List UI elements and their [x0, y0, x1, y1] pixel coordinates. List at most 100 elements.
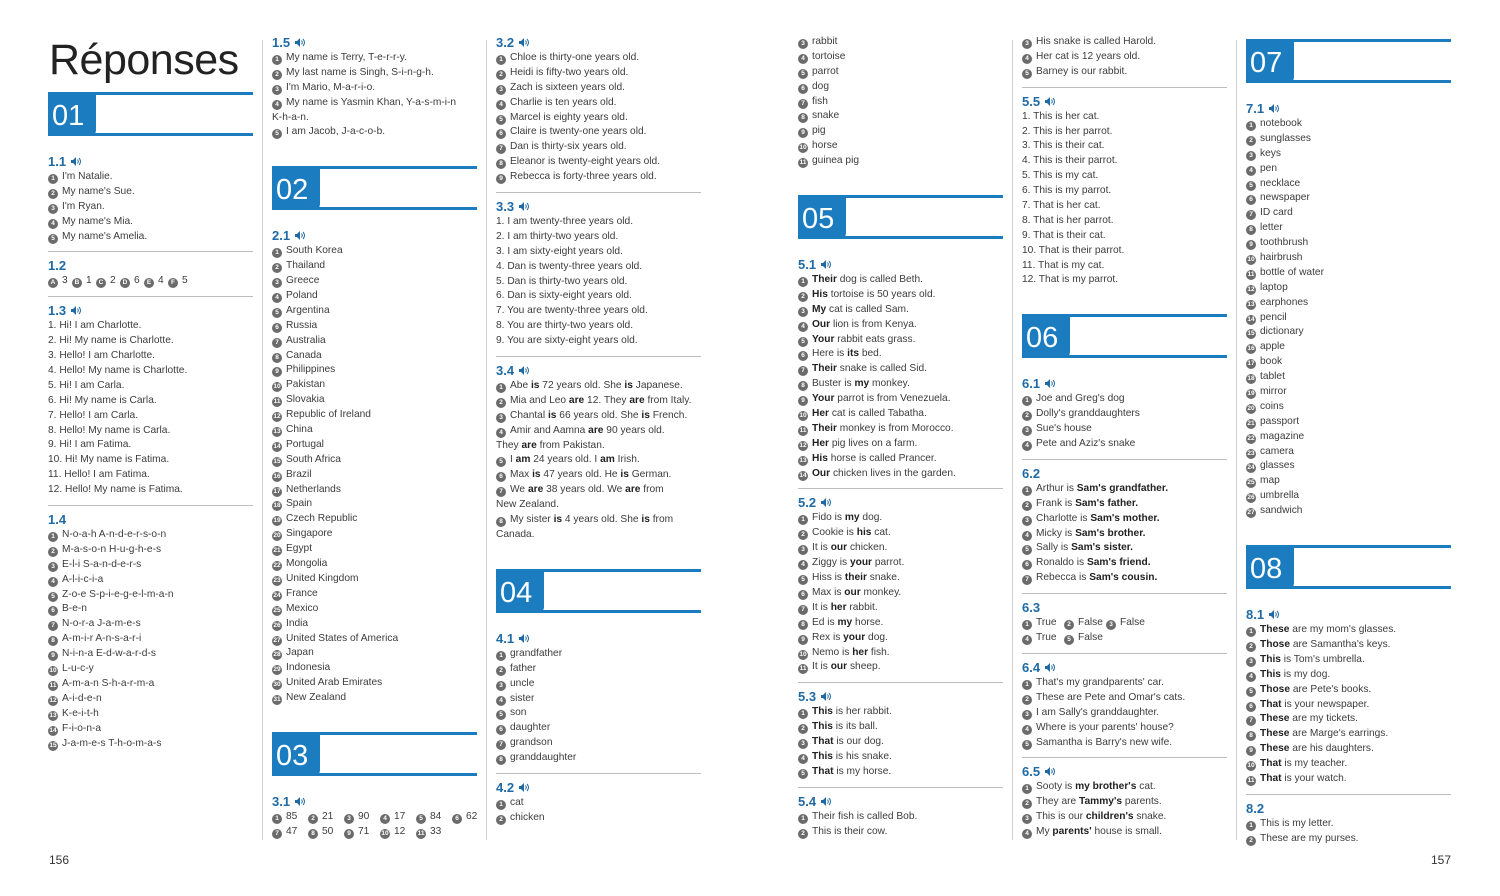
answer-highlight: Our [812, 318, 831, 330]
answer-line: 8 Canada [272, 349, 477, 364]
section-divider [1022, 757, 1227, 759]
section-divider [1022, 593, 1227, 595]
audio-speaker-icon[interactable] [1269, 104, 1280, 113]
answer-text: Frank is [1036, 497, 1076, 509]
number-bullet-icon: 5 [1246, 686, 1256, 697]
answer-text: This is my letter. [1260, 817, 1334, 829]
answer-text: 4. Dan is twenty-three years old. [496, 260, 643, 272]
audio-speaker-icon[interactable] [295, 796, 306, 806]
answer-text: 3. I am sixty-eight years old. [496, 245, 623, 257]
audio-speaker-icon[interactable] [821, 498, 832, 508]
answer-line: 10. Hi! My name is Fatima. [48, 453, 253, 468]
answer-highlight: is [641, 409, 650, 421]
audio-speaker-icon[interactable] [519, 366, 530, 376]
chapter-number: 01 [48, 92, 96, 136]
number-bullet-icon: 10 [798, 411, 808, 422]
answer-line: 1 South Korea [272, 244, 477, 259]
answer-line: 10 hairbrush [1246, 251, 1451, 266]
number-bullet-icon: 10 [48, 666, 58, 677]
number-bullet-icon: 27 [1246, 508, 1256, 519]
section-divider [48, 296, 253, 298]
answer-text: India [286, 617, 309, 629]
audio-speaker-icon[interactable] [295, 38, 306, 47]
answer-highlight: Their [812, 363, 837, 375]
section-divider [496, 192, 701, 194]
audio-speaker-icon[interactable] [519, 38, 530, 47]
answer-text: Her cat is 12 years old. [1036, 50, 1141, 62]
answer-line: 11 bottle of water [1246, 266, 1451, 281]
answer-line: 1 grandfather [496, 647, 701, 662]
number-bullet-icon: 25 [1246, 478, 1256, 489]
audio-speaker-icon[interactable] [1045, 379, 1056, 389]
number-bullet-icon: 1 [272, 248, 282, 259]
number-bullet-icon: 3 [272, 278, 282, 289]
section-number: 4.2 [496, 779, 515, 795]
answer-line: 8 Buster is my monkey. [798, 377, 1003, 392]
answer-cell: 10 12 [380, 825, 416, 840]
number-bullet-icon: 2 [272, 69, 282, 80]
answer-text: horse [812, 140, 838, 152]
answer-section: 6.4 1 That's my grandparents' car. 2 These a… [1022, 660, 1227, 750]
section-heading: 1.1 [48, 154, 253, 170]
number-bullet-icon: 2 [496, 665, 506, 676]
number-bullet-icon: 7 [1246, 210, 1256, 221]
column-divider [1236, 40, 1237, 840]
number-bullet-icon: 24 [272, 590, 282, 601]
answer-line: 3. This is their cat. [1022, 139, 1227, 154]
audio-speaker-icon[interactable] [821, 260, 832, 270]
audio-speaker-icon[interactable] [71, 157, 82, 166]
number-bullet-icon: 18 [272, 501, 282, 512]
answer-highlight: These [1260, 728, 1290, 740]
answer-highlight: my [854, 378, 870, 390]
section-number: 5.3 [798, 689, 817, 705]
audio-speaker-icon[interactable] [519, 782, 530, 792]
answer-line: 3 keys [1246, 147, 1451, 162]
answer-text: My sister [510, 514, 554, 526]
answer-line: 6 daughter [496, 721, 701, 736]
answer-line: 1 Their fish is called Bob. [798, 810, 1003, 825]
number-bullet-icon: 4 [1022, 441, 1032, 452]
answer-text: 4 years old. She [562, 514, 642, 526]
answer-line: 1. I am twenty-three years old. [496, 215, 701, 230]
answer-text: 2 [110, 275, 116, 287]
audio-speaker-icon[interactable] [519, 202, 530, 212]
answer-text: Z-o-e S-p-i-e-g-e-l-m-a-n [62, 588, 174, 600]
audio-speaker-icon[interactable] [1045, 96, 1056, 106]
answer-text: Indonesia [286, 662, 331, 674]
audio-speaker-icon[interactable] [1045, 767, 1056, 777]
answer-text: K-h-a-n. [272, 111, 309, 123]
answer-text: 85 [286, 810, 298, 822]
audio-speaker-icon[interactable] [821, 796, 832, 806]
section-heading: 6.2 [1022, 466, 1227, 482]
audio-speaker-icon[interactable] [71, 306, 82, 316]
answer-text: 10. That is their parrot. [1022, 244, 1125, 256]
audio-speaker-icon[interactable] [1269, 610, 1280, 620]
number-bullet-icon: 3 [798, 306, 808, 317]
answer-text: dictionary [1260, 326, 1304, 338]
answer-text: Joe and Greg's dog [1036, 393, 1125, 405]
answer-line: 4 My name's Mia. [48, 215, 253, 230]
answer-text: son [510, 707, 527, 719]
audio-speaker-icon[interactable] [295, 231, 306, 241]
audio-speaker-icon[interactable] [821, 692, 832, 702]
section-heading: 6.3 [1022, 600, 1227, 616]
answer-section: 3.3 1. I am twenty-three years old. 2. I a… [496, 199, 701, 349]
answer-text: snake. [866, 572, 900, 584]
chapter-number: 06 [1022, 314, 1070, 359]
answer-text: are his daughters. [1289, 743, 1374, 755]
answer-text: N-o-r-a J-a-m-e-s [62, 618, 141, 630]
answer-text: are my tickets. [1289, 713, 1358, 725]
answer-text: chicken [510, 811, 545, 823]
answer-text: 90 years old. [603, 424, 665, 436]
answer-text: horse is called Prancer. [827, 452, 937, 464]
answer-cell: 6 62 [452, 810, 488, 825]
answer-line: 2 father [496, 662, 701, 677]
number-bullet-icon: 5 [1246, 180, 1256, 191]
section-heading: 3.3 [496, 199, 701, 215]
answer-text: rabbit. [846, 601, 878, 613]
audio-speaker-icon[interactable] [519, 633, 530, 643]
audio-speaker-icon[interactable] [1045, 662, 1056, 672]
answer-text: Netherlands [286, 483, 341, 495]
answer-text: Ed is [812, 616, 838, 628]
section-divider [1022, 86, 1227, 88]
